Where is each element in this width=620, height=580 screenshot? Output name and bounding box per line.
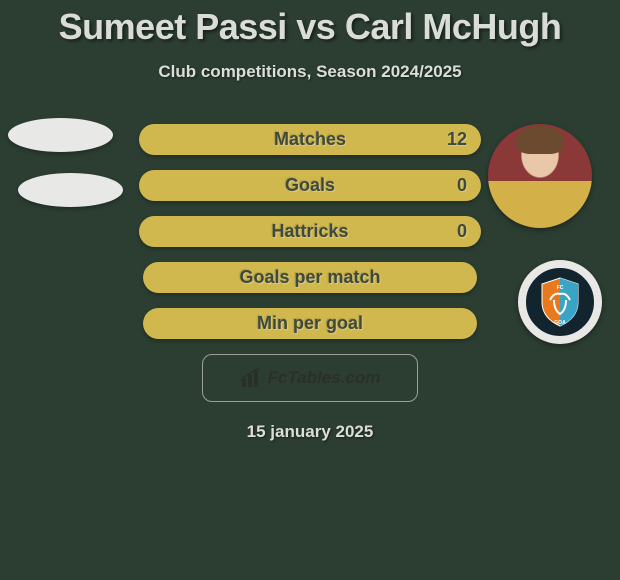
stat-value-right: 0: [457, 221, 467, 242]
stat-bar-goals-per-match: Goals per match: [143, 262, 477, 293]
stat-label: Goals: [139, 175, 481, 196]
stat-label: Min per goal: [143, 313, 477, 334]
player-left-avatar-placeholder-1: [8, 118, 113, 152]
player-head-graphic: [488, 124, 592, 228]
club-badge: FC GOA: [518, 260, 602, 344]
page-title: Sumeet Passi vs Carl McHugh: [0, 0, 620, 48]
fc-goa-crest-icon: FC GOA: [532, 274, 588, 330]
stat-bar-goals: Goals 0: [139, 170, 481, 201]
svg-text:GOA: GOA: [554, 320, 566, 326]
subtitle: Club competitions, Season 2024/2025: [0, 62, 620, 82]
stat-value-right: 12: [447, 129, 467, 150]
stat-label: Matches: [139, 129, 481, 150]
player-left-avatar-placeholder-2: [18, 173, 123, 207]
date-text: 15 january 2025: [0, 422, 620, 442]
fctables-logo[interactable]: FcTables.com: [202, 354, 418, 402]
stat-label: Goals per match: [143, 267, 477, 288]
stat-label: Hattricks: [139, 221, 481, 242]
svg-text:FC: FC: [557, 285, 564, 291]
logo-text: FcTables.com: [268, 368, 381, 388]
stat-bar-matches: Matches 12: [139, 124, 481, 155]
bar-chart-icon: [240, 367, 262, 389]
stat-value-right: 0: [457, 175, 467, 196]
stat-bar-hattricks: Hattricks 0: [139, 216, 481, 247]
player-right-avatar: [488, 124, 592, 228]
stat-bar-min-per-goal: Min per goal: [143, 308, 477, 339]
